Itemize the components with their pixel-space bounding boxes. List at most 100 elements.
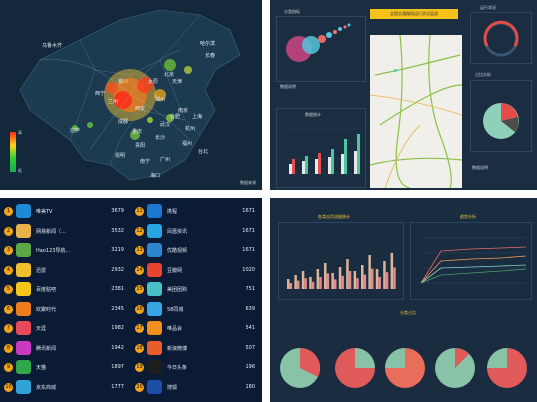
bar-mark (393, 267, 396, 289)
list-item[interactable]: 17 唯品会 541 (131, 321, 261, 336)
app-icon (16, 223, 31, 238)
china-map (19, 9, 241, 181)
app-value: 751 (245, 286, 255, 292)
rank-number: 2 (4, 226, 13, 236)
list-item[interactable]: 4 迅雷 2932 (0, 262, 130, 278)
app-icon (147, 360, 162, 374)
list-item[interactable]: 5 百度贴吧 2381 (0, 282, 130, 297)
list-item[interactable]: 20 搜狐 180 (131, 379, 261, 395)
analysis-panel: 各类应用流量统计 趋势分析 分类占比 (270, 198, 537, 402)
rank-number: 13 (135, 246, 144, 255)
app-name: 搜狐 (167, 384, 178, 391)
app-name: 百度贴吧 (36, 287, 57, 293)
city-label: 哈尔滨 (200, 41, 216, 47)
list-item[interactable]: 16 58同城 639 (131, 301, 261, 317)
app-value: 1020 (242, 266, 255, 273)
heat-blobs (72, 59, 192, 140)
bar-mark (383, 261, 386, 289)
rank-number: 19 (135, 363, 144, 372)
bar-mark (301, 271, 305, 289)
gauge-title: 运行状况 (480, 5, 496, 10)
list-item[interactable]: 3 Hao123导航... 3219 (0, 243, 130, 258)
city-label: 太原 (148, 79, 159, 85)
list-item[interactable]: 6 欢聚时代 2345 (0, 301, 130, 317)
bar-mark (341, 275, 344, 289)
rank-number: 3 (4, 246, 13, 255)
list-item[interactable]: 10 京东商城 1777 (0, 379, 130, 395)
app-name: 迅雷 (36, 267, 47, 274)
map-footer: 数据来源 (240, 180, 256, 185)
bar-mark (297, 280, 300, 289)
city-label: 南宁 (140, 159, 151, 165)
rank-number: 5 (4, 285, 13, 294)
bar-mark (368, 255, 371, 289)
city-label: 郑州 (155, 97, 166, 103)
city-label: 重庆 (132, 129, 143, 135)
app-name: 京东商城 (36, 384, 57, 391)
app-name: 优酷视频 (167, 248, 188, 254)
grouped-bar-chart (278, 222, 404, 300)
app-icon (147, 340, 162, 355)
list-item[interactable]: 19 今日头条 196 (131, 360, 261, 375)
app-value: 1671 (242, 247, 255, 253)
list-item[interactable]: 8 腾讯新闻 1942 (0, 340, 130, 356)
city-label: 长春 (205, 53, 216, 59)
rank-number: 20 (135, 382, 144, 392)
pie-title: 占比分析 (475, 72, 491, 77)
bar-panel-title: 各类应用流量统计 (318, 214, 350, 219)
bar-mark (378, 277, 381, 289)
city-label: 成都 (118, 119, 129, 125)
app-icon (16, 262, 31, 277)
app-value: 1897 (111, 364, 124, 370)
city-label: 合肥 (170, 114, 181, 120)
list-item[interactable]: 1 唯美TV 3679 (0, 204, 130, 219)
list-item[interactable]: 18 新浪微博 507 (131, 340, 261, 356)
dashboard-footer: 数据说明 (472, 165, 488, 170)
list-item[interactable]: 9 天猫 1897 (0, 360, 130, 375)
scatter-chart (276, 16, 366, 82)
list-item[interactable]: 13 优酷视频 1671 (131, 243, 261, 258)
rank-number: 10 (4, 382, 13, 392)
app-name: 腾讯新闻 (36, 345, 57, 352)
app-value: 180 (245, 383, 255, 390)
city-label: 上海 (192, 114, 203, 120)
list-item[interactable]: 7 天涯 1982 (0, 321, 130, 336)
bar-mark (331, 273, 334, 289)
app-value: 1942 (111, 344, 124, 351)
app-name: 欢聚时代 (36, 306, 57, 313)
road-map[interactable] (369, 34, 463, 189)
app-value: 1671 (242, 208, 255, 214)
bar-mark (346, 259, 349, 289)
list-item[interactable]: 15 美团团购 751 (131, 282, 261, 297)
scatter-title: 分类指标 (284, 9, 300, 14)
map-marker[interactable] (394, 69, 397, 72)
app-icon (16, 321, 31, 335)
gauge-chart (470, 12, 532, 64)
dashboard-panel: 全国交通路网运行状况监测 分类指标 数据说明 数据统计 (270, 0, 537, 190)
list-item[interactable]: 14 豆瓣网 1020 (131, 262, 261, 278)
app-name: 豆瓣网 (167, 267, 183, 274)
bar-mark (390, 253, 394, 289)
list-item[interactable]: 11 携程 1671 (131, 204, 261, 219)
app-value: 196 (245, 364, 255, 370)
list-item[interactable]: 2 网易新闻（... 3532 (0, 223, 130, 239)
bar-mark (289, 283, 293, 289)
city-label: 海口 (150, 173, 161, 179)
rank-number: 17 (135, 324, 144, 333)
app-value: 639 (245, 305, 255, 312)
app-name: 今日头条 (167, 365, 188, 371)
rank-number: 16 (135, 304, 144, 314)
bar-mark (319, 277, 322, 289)
bar-mark (375, 269, 379, 289)
bar-mark (363, 274, 367, 289)
city-label: 北京 (164, 72, 175, 78)
legend-high: 高 (18, 130, 22, 135)
list-item[interactable]: 12 凤凰资讯 1671 (131, 223, 261, 239)
app-value: 1777 (111, 383, 124, 390)
app-name: 天涯 (36, 326, 47, 332)
app-icon (16, 379, 31, 394)
city-label: 西安 (135, 106, 146, 112)
app-icon (147, 262, 162, 277)
city-label: 杭州 (185, 126, 196, 132)
bar-mark (309, 277, 312, 289)
